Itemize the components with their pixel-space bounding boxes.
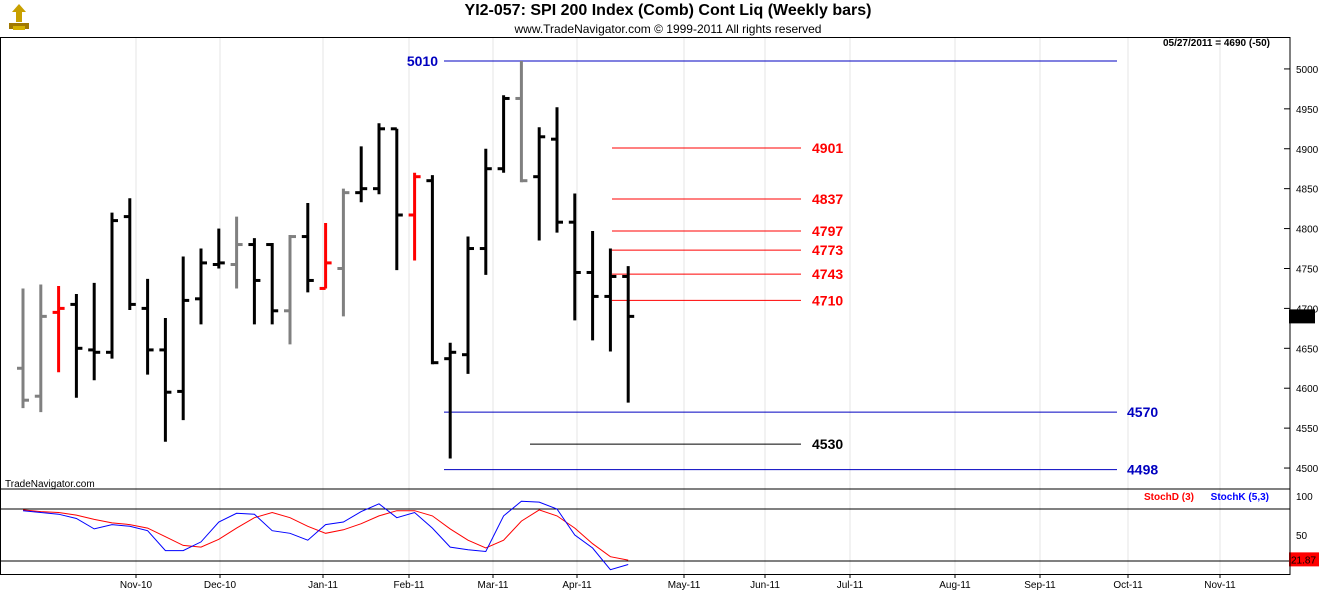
price-bar xyxy=(17,288,29,409)
price-bar xyxy=(212,228,225,269)
price-bar xyxy=(444,342,457,459)
price-bar xyxy=(586,230,599,341)
price-bar xyxy=(230,216,243,289)
stoch-legend-entry: StochD (3) xyxy=(1144,492,1194,503)
x-tick-label: Dec-10 xyxy=(204,580,237,591)
level-label: 4570 xyxy=(1127,404,1158,420)
price-bar xyxy=(408,172,421,261)
price-bar xyxy=(604,248,617,352)
price-bar xyxy=(123,198,136,310)
x-tick-label: Mar-11 xyxy=(478,580,509,591)
level-label: 4498 xyxy=(1127,462,1158,478)
y-tick-label: 4850 xyxy=(1296,185,1319,196)
chart-grid xyxy=(135,38,1221,574)
level-label: 4797 xyxy=(812,223,843,239)
price-bar xyxy=(373,123,385,195)
x-tick-label: Aug-11 xyxy=(939,580,971,591)
level-label: 4530 xyxy=(812,436,843,452)
chart-title: YI2-057: SPI 200 Index (Comb) Cont Liq (… xyxy=(464,2,872,19)
price-bar xyxy=(141,278,154,375)
level-label: 4901 xyxy=(812,140,843,156)
stoch-legend-entry: StochK (5,3) xyxy=(1211,492,1269,503)
price-bar xyxy=(462,236,474,374)
stoch-last-value-label: 21.87 xyxy=(1291,555,1316,566)
x-tick-label: Nov-11 xyxy=(1204,580,1236,591)
x-tick-label: Apr-11 xyxy=(562,580,592,591)
price-bar xyxy=(195,248,207,325)
last-price-box xyxy=(1289,309,1315,324)
watermark-text: TradeNavigator.com xyxy=(5,479,95,490)
chart-subtitle: www.TradeNavigator.com © 1999-2011 All r… xyxy=(514,22,822,36)
price-bar xyxy=(301,203,314,293)
x-tick-label: Nov-10 xyxy=(120,580,153,591)
y-tick-label: 4900 xyxy=(1296,145,1319,156)
price-bar xyxy=(284,234,296,345)
x-tick-label: Oct-11 xyxy=(1113,580,1143,591)
stoch-series-line xyxy=(22,509,629,561)
stoch-y-tick-label: 100 xyxy=(1296,492,1313,503)
price-bar xyxy=(515,60,528,183)
price-bar xyxy=(34,284,47,413)
trade-navigator-logo-icon xyxy=(4,2,34,32)
price-bar xyxy=(426,175,439,365)
price-bar xyxy=(248,238,261,325)
chart-axes: Nov-10 Dec-10 Jan-11 Feb-11 Mar-11 Apr-11 May-… xyxy=(0,37,1319,591)
level-label: 4773 xyxy=(812,242,843,258)
stoch-y-tick-label: 50 xyxy=(1296,531,1308,542)
price-bar xyxy=(177,256,190,421)
price-bar xyxy=(551,107,563,233)
price-bar xyxy=(390,127,403,271)
price-bar xyxy=(88,282,101,381)
price-bar xyxy=(337,188,350,317)
y-tick-label: 4550 xyxy=(1296,424,1319,435)
level-label: 5010 xyxy=(407,53,438,69)
last-price-label: 4690 xyxy=(1292,312,1315,323)
x-tick-label: Jul-11 xyxy=(837,580,864,591)
price-bar xyxy=(70,294,83,398)
y-tick-label: 4800 xyxy=(1296,225,1319,236)
y-tick-label: 4750 xyxy=(1296,264,1319,275)
y-tick-label: 4950 xyxy=(1296,105,1319,116)
level-label: 4710 xyxy=(812,292,843,308)
stoch-last-value-box xyxy=(1289,552,1319,567)
price-bar xyxy=(479,148,492,275)
price-bar xyxy=(52,286,65,373)
x-tick-label: May-11 xyxy=(668,580,701,591)
stoch-series-line xyxy=(22,500,629,571)
price-bar xyxy=(319,222,332,290)
x-tick-label: Jan-11 xyxy=(308,580,338,591)
x-tick-label: Jun-11 xyxy=(750,580,780,591)
y-tick-label: 4600 xyxy=(1296,384,1319,395)
level-label: 4743 xyxy=(812,266,843,282)
price-bar xyxy=(159,317,172,442)
level-label: 4837 xyxy=(812,191,843,207)
x-tick-label: Sep-11 xyxy=(1024,580,1056,591)
price-bar xyxy=(266,242,279,325)
date-readout: 05/27/2011 = 4690 (-50) xyxy=(1163,38,1270,49)
price-bar xyxy=(106,212,118,359)
stochastic-panel: 50 100 StochD (3) StochK (5,3) 21.87 xyxy=(0,492,1319,571)
y-tick-label: 4500 xyxy=(1296,464,1319,475)
price-bar xyxy=(355,146,368,203)
price-bar xyxy=(622,266,635,403)
price-levels: 5010 4901 4837 4797 4773 4743 4710 4570 4530 4498 xyxy=(407,53,1159,478)
chart-frame xyxy=(0,37,1291,575)
price-bars xyxy=(17,60,635,459)
y-tick-label: 5000 xyxy=(1296,65,1319,76)
price-bar xyxy=(497,95,510,173)
price-bar xyxy=(533,127,546,241)
price-bar xyxy=(568,193,581,321)
x-tick-label: Feb-11 xyxy=(394,580,425,591)
y-tick-label: 4650 xyxy=(1296,344,1319,355)
